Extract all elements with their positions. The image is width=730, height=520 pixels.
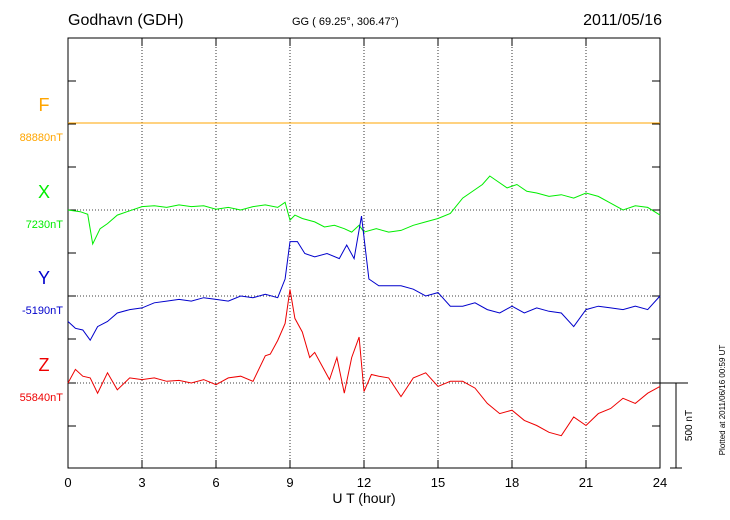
plot-frame	[67, 37, 661, 469]
scale-bar-label: 500 nT	[684, 410, 695, 441]
x-tick-label: 3	[138, 475, 145, 490]
plotted-timestamp: Plotted at 2011/06/16 00:59 UT	[718, 345, 727, 456]
channel-baseline-x: 7230nT	[26, 219, 64, 231]
x-axis-title: U T (hour)	[332, 490, 395, 506]
channel-label-z: Z	[39, 355, 50, 375]
channel-label-f: F	[39, 95, 50, 115]
x-tick-label: 9	[286, 475, 293, 490]
station-title: Godhavn (GDH)	[68, 12, 184, 29]
channel-baseline-y: -5190nT	[22, 305, 63, 317]
x-tick-label: 15	[431, 475, 445, 490]
x-tick-label: 24	[653, 475, 667, 490]
series-line-y	[67, 216, 661, 342]
chart-date: 2011/05/16	[583, 12, 662, 29]
channel-baseline-f: 88880nT	[20, 132, 64, 144]
x-tick-label: 6	[212, 475, 219, 490]
x-tick-label: 0	[64, 475, 71, 490]
x-tick-label: 12	[357, 475, 371, 490]
channel-label-y: Y	[38, 268, 50, 288]
channel-baseline-z: 55840nT	[20, 392, 64, 404]
station-coordinates: GG ( 69.25°, 306.47°)	[292, 16, 399, 28]
series-line-z	[67, 289, 661, 437]
x-tick-label: 21	[579, 475, 593, 490]
x-tick-label: 18	[505, 475, 519, 490]
series-line-x	[67, 175, 661, 246]
channel-label-x: X	[38, 182, 50, 202]
